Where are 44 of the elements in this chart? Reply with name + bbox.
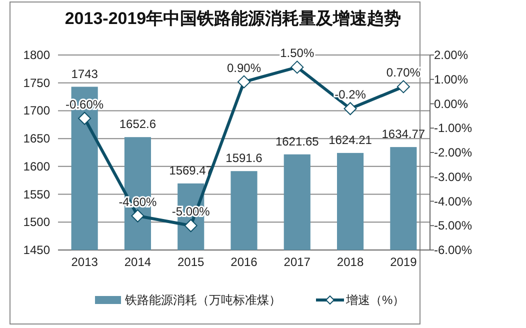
x-tick-label: 2017 <box>284 255 311 269</box>
legend-label: 铁路能源消耗（万吨标准煤） <box>124 293 281 307</box>
data-label: 0.70% <box>386 66 421 80</box>
y-tick-label: 1600 <box>23 159 50 174</box>
y-tick-label: 1650 <box>23 132 50 146</box>
y2-tick-label: 1.00% <box>434 72 468 86</box>
point <box>396 80 410 94</box>
data-label: 1621.65 <box>275 134 320 148</box>
chart-title: 2013-2019年中国铁路能源消耗量及增速趋势 <box>64 9 402 28</box>
point <box>238 75 250 88</box>
point <box>78 112 92 125</box>
y2-tick-label: -1.00% <box>434 121 472 136</box>
point <box>290 60 304 74</box>
y2-tick-label: -2.00% <box>434 146 472 160</box>
y2-tick-label: -4.00% <box>434 194 472 208</box>
point <box>344 102 357 116</box>
x-tick-label: 2014 <box>124 255 152 269</box>
data-label: 1743 <box>71 66 98 81</box>
x-tick-label: 2013 <box>71 255 98 269</box>
y2-tick-label: -6.00% <box>434 243 472 257</box>
y-tick-label: 1750 <box>23 76 50 90</box>
data-label: 0.90% <box>226 60 262 75</box>
x-tick-label: 2019 <box>390 255 418 269</box>
point <box>184 219 198 232</box>
y2-tick-label: 0.00% <box>434 96 468 111</box>
y-tick-label: 1500 <box>23 215 50 230</box>
y2-tick-label: 2.00% <box>434 48 468 62</box>
point <box>131 209 144 222</box>
data-label: 1634.77 <box>382 127 426 142</box>
data-label: 1.50% <box>280 46 314 60</box>
y-tick-label: 1800 <box>23 48 50 62</box>
y-tick-label: 1450 <box>23 243 50 257</box>
y2-tick-label: -3.00% <box>434 170 472 184</box>
x-tick-label: 2015 <box>178 255 205 269</box>
data-label: 1624.21 <box>328 132 372 147</box>
y-tick-label: 1700 <box>23 104 50 118</box>
data-label: -0.2% <box>334 88 366 102</box>
x-tick-label: 2018 <box>336 255 364 269</box>
legend-label: 增速（%） <box>345 293 405 307</box>
data-label: 1652.6 <box>119 117 156 132</box>
y-tick-label: 1550 <box>23 187 50 202</box>
data-label: 1591.6 <box>226 151 263 166</box>
y2-tick-label: -5.00% <box>434 218 472 233</box>
x-tick-label: 2016 <box>230 255 258 269</box>
